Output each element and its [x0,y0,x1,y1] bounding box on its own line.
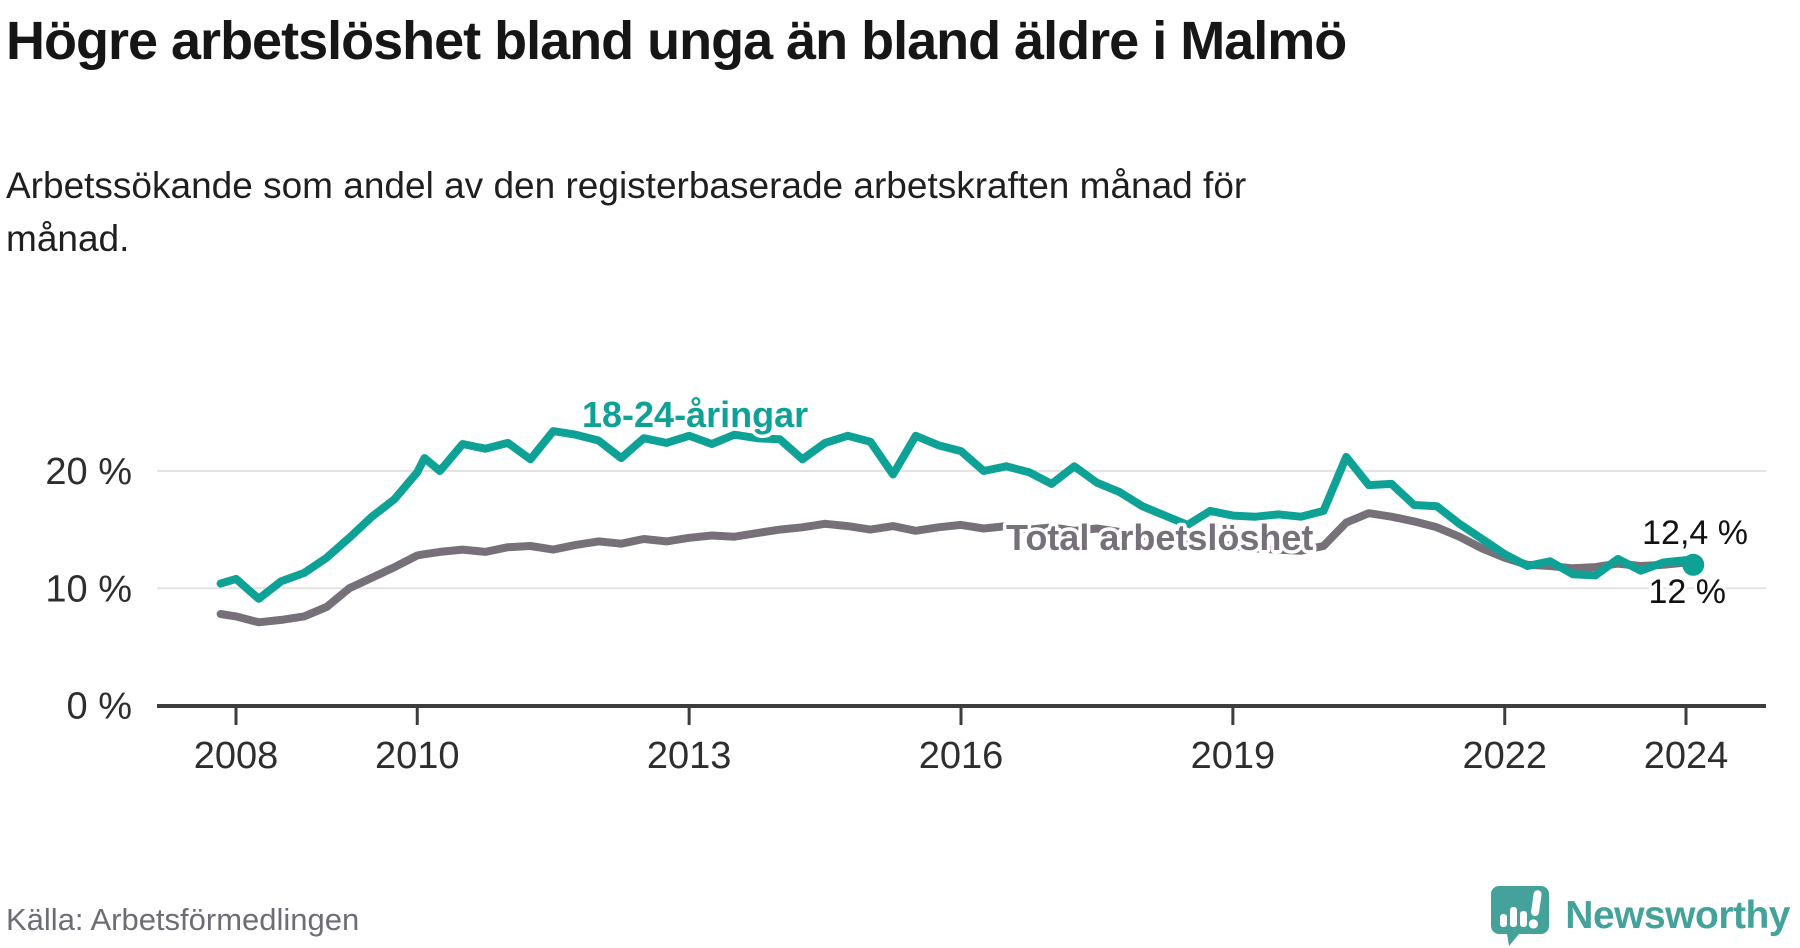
y-tick-label: 20 % [45,451,132,493]
series-label-18-24-aringar: 18-24-åringar [582,394,808,435]
series-line-total-arbetsloshet [216,509,1698,627]
end-value-label-youth: 12 % [1649,573,1727,611]
end-value-label-total: 12,4 % [1642,514,1748,552]
x-axis-tick-labels: 2008 2010 2013 2016 2019 2022 2024 [194,735,1729,777]
exclamation-glyph [1529,890,1542,929]
x-tick-label: 2016 [919,735,1004,777]
page-subtitle: Arbetssökande som andel av den registerb… [6,165,1247,259]
x-tick-label: 2024 [1644,735,1729,777]
newsworthy-icon [1491,886,1550,946]
x-tick-label: 2022 [1462,735,1547,777]
y-axis-labels: 0 % 10 % 20 % [45,451,132,728]
x-tick-label: 2010 [375,735,460,777]
x-tick-label: 2013 [647,735,732,777]
bar-chart-glyph [1500,890,1542,929]
gridlines [157,470,1766,590]
newsworthy-wordmark: Newsworthy [1565,894,1790,937]
y-tick-label: 0 % [67,686,132,728]
series-end-dot-18-24-aringar [1682,553,1705,576]
x-tick-label: 2008 [194,735,279,777]
series-label-total-arbetsloshet: Total arbetslöshet [1006,517,1313,558]
newsworthy-logo: Newsworthy [1489,884,1790,948]
x-axis-ticks [234,708,1688,725]
x-axis: 2008 2010 2013 2016 2019 2022 2024 [157,704,1766,777]
y-tick-label: 10 % [45,568,132,610]
x-tick-label: 2019 [1191,735,1276,777]
page-title: Högre arbetslöshet bland unga än bland ä… [6,11,1347,71]
source-note: Källa: Arbetsförmedlingen [6,902,360,937]
series-line-18-24-aringar [216,427,1698,603]
